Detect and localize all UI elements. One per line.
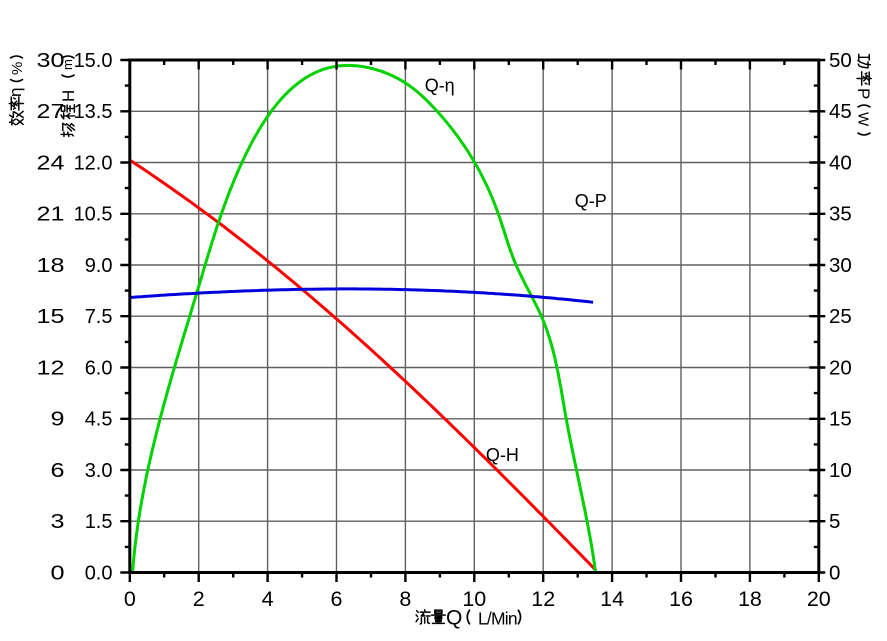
svg-text:24: 24 — [37, 152, 65, 174]
svg-text:20: 20 — [829, 356, 852, 379]
svg-text:0: 0 — [829, 561, 840, 584]
svg-text:15: 15 — [37, 306, 65, 328]
svg-text:Q: Q — [446, 607, 462, 630]
svg-text:20: 20 — [807, 587, 831, 611]
svg-text:7.5: 7.5 — [85, 306, 113, 328]
svg-text:η: η — [6, 88, 25, 97]
svg-text:12.0: 12.0 — [74, 152, 113, 174]
svg-text:16: 16 — [669, 587, 693, 611]
svg-text:10: 10 — [829, 459, 852, 482]
svg-text:14: 14 — [600, 587, 624, 611]
svg-text:W: W — [855, 112, 872, 127]
svg-text:13.5: 13.5 — [74, 101, 113, 123]
svg-text:0: 0 — [51, 562, 65, 584]
svg-text:L/Min: L/Min — [478, 609, 517, 629]
svg-text:18: 18 — [738, 587, 762, 611]
svg-text:21: 21 — [37, 204, 65, 226]
svg-text:6.0: 6.0 — [85, 357, 113, 379]
svg-text:15: 15 — [829, 408, 852, 431]
svg-text:12: 12 — [37, 357, 65, 379]
svg-text:18: 18 — [37, 255, 65, 277]
svg-text:45: 45 — [829, 100, 852, 123]
svg-text:35: 35 — [829, 203, 852, 226]
svg-text:10.5: 10.5 — [74, 204, 113, 226]
svg-text:P: P — [854, 88, 873, 99]
svg-text:m: m — [60, 59, 75, 70]
svg-text:8: 8 — [399, 587, 411, 611]
svg-text:3: 3 — [51, 511, 65, 533]
svg-text:Q-P: Q-P — [575, 191, 607, 211]
svg-text:H: H — [59, 90, 78, 102]
svg-text:9: 9 — [51, 409, 65, 431]
svg-text:30: 30 — [829, 254, 852, 277]
svg-text:50: 50 — [829, 49, 852, 72]
svg-text:9.0: 9.0 — [85, 255, 113, 277]
svg-text:2: 2 — [193, 587, 205, 611]
svg-text:0: 0 — [124, 587, 136, 611]
svg-text:40: 40 — [829, 151, 852, 174]
svg-text:6: 6 — [51, 460, 65, 482]
svg-text:6: 6 — [331, 587, 343, 611]
svg-text:0.0: 0.0 — [85, 562, 113, 584]
svg-text:Q-η: Q-η — [425, 76, 455, 96]
svg-text:3.0: 3.0 — [85, 460, 113, 482]
svg-text:1.5: 1.5 — [85, 511, 113, 533]
svg-text:12: 12 — [531, 587, 555, 611]
svg-text:15.0: 15.0 — [74, 50, 113, 72]
svg-text:%: % — [9, 62, 26, 75]
svg-text:27: 27 — [37, 101, 65, 123]
svg-text:25: 25 — [829, 305, 852, 328]
svg-text:10: 10 — [462, 587, 486, 611]
svg-text:4.5: 4.5 — [85, 409, 113, 431]
svg-text:Q-H: Q-H — [486, 445, 519, 465]
svg-text:30: 30 — [37, 50, 65, 72]
svg-text:4: 4 — [262, 587, 274, 611]
svg-text:5: 5 — [829, 510, 840, 533]
